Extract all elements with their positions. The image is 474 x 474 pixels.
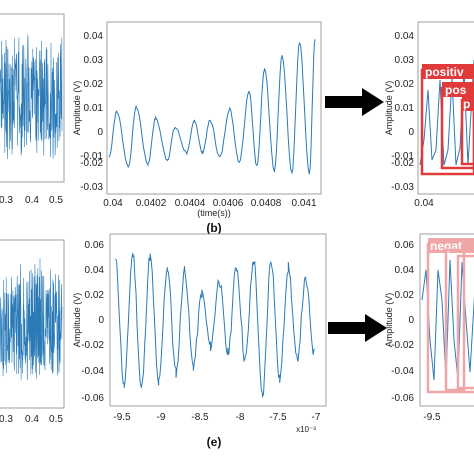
panel-e-xtick-3: -8.5 xyxy=(191,412,209,423)
arrow-bottom-shaft xyxy=(328,322,366,334)
noise-a-line xyxy=(0,34,63,160)
arrow-top-head xyxy=(362,88,384,116)
panel-e-ytick-7: -0.06 xyxy=(81,393,104,404)
panel-b-xlabel: (time(s)) xyxy=(197,208,231,218)
arrow-bottom-head xyxy=(365,314,387,342)
panel-e: 0.06 0.04 0.02 0 -0.02 -0.04 -0.06 -9.5 … xyxy=(72,233,327,449)
arrow-bottom xyxy=(328,314,387,342)
panel-b-xtick-3: 0.0404 xyxy=(175,198,206,209)
noise-d-line xyxy=(0,258,63,381)
panel-c-ylabel: Amplitude (V) xyxy=(384,81,394,136)
panel-e-xtick-2: -9 xyxy=(157,412,166,423)
panel-b-ytick-5: 0 xyxy=(97,127,103,138)
panel-b-frame xyxy=(106,21,322,195)
panel-e-letter: (e) xyxy=(207,435,222,449)
panel-e-ytick-3: 0.02 xyxy=(85,290,105,301)
panel-b-letter: (b) xyxy=(206,221,221,235)
panel-e-xtick-4: -8 xyxy=(236,412,245,423)
panel-d-xtick-2: 0.4 xyxy=(25,414,39,425)
panel-f-ytick-7: -0.06 xyxy=(391,393,414,404)
panel-f-ytick-4: 0 xyxy=(408,315,414,326)
panel-d: 0.3 0.4 0.5 xyxy=(0,239,65,425)
panel-c-ytick-3: 0.02 xyxy=(395,79,415,90)
panel-f-ytick-3: 0.02 xyxy=(395,290,415,301)
panel-b-xtick-5: 0.0408 xyxy=(251,198,282,209)
panel-a-signal xyxy=(0,34,63,160)
detection-box-negative-2 xyxy=(444,248,466,392)
panel-a-xtick-1: 0.3 xyxy=(0,195,13,206)
panel-b: 0.04 0.03 0.02 0.01 0 -0.01 -0.02 -0.03 … xyxy=(72,21,322,235)
panel-c-ytick-7: -0.02 xyxy=(391,158,414,169)
wave-e-line xyxy=(115,252,315,399)
panel-c-ytick-5: 0 xyxy=(408,127,414,138)
panel-c-xtick-1: 0.04 xyxy=(414,198,434,209)
panel-f-ytick-5: -0.02 xyxy=(391,340,414,351)
panel-f: 0.06 0.04 0.02 0 -0.02 -0.04 -0.06 -9.5 … xyxy=(384,233,474,423)
detection-label-positive-2-bg xyxy=(442,82,474,97)
panel-b-ytick-7: -0.02 xyxy=(80,158,103,169)
panel-b-xtick-6: 0.041 xyxy=(291,198,316,209)
panel-e-ytick-6: -0.04 xyxy=(81,366,104,377)
panel-e-multiplier: x10⁻³ xyxy=(296,425,316,434)
panel-e-ytick-5: -0.02 xyxy=(81,340,104,351)
panel-a-xtick-2: 0.4 xyxy=(25,195,39,206)
panel-b-ytick-2: 0.03 xyxy=(84,55,104,66)
panel-b-ytick-3: 0.02 xyxy=(84,79,104,90)
detection-label-positive-2: pos xyxy=(445,83,467,97)
panel-e-ytick-2: 0.04 xyxy=(85,265,105,276)
panel-b-xtick-2: 0.0402 xyxy=(136,198,167,209)
arrow-top-shaft xyxy=(325,96,363,108)
arrow-top xyxy=(325,88,384,116)
panel-f-ytick-6: -0.04 xyxy=(391,366,414,377)
panel-f-ytick-2: 0.04 xyxy=(395,265,415,276)
panel-c: 0.04 0.03 0.02 0.01 0 -0.01 -0.02 -0.03 … xyxy=(384,21,474,209)
panel-c-ytick-6: -0.01 xyxy=(391,151,414,162)
detection-label-positive-3: p xyxy=(463,97,470,111)
panel-b-xtick-4: 0.0406 xyxy=(213,198,244,209)
panel-b-ytick-8: -0.03 xyxy=(80,182,103,193)
panel-b-xticks: 0.04 0.0402 0.0404 0.0406 0.0408 0.041 xyxy=(103,198,317,209)
panel-e-ytick-1: 0.06 xyxy=(85,240,105,251)
panel-e-signal xyxy=(115,252,315,399)
panel-b-ytick-4: 0.01 xyxy=(84,103,104,114)
panel-b-yticks: 0.04 0.03 0.02 0.01 0 -0.01 -0.02 -0.03 xyxy=(80,31,103,193)
panel-b-xtick-1: 0.04 xyxy=(103,198,123,209)
panel-f-signal xyxy=(421,259,474,381)
panel-f-xtick-1: -9.5 xyxy=(423,412,441,423)
panel-c-ytick-1: 0.04 xyxy=(395,31,415,42)
detection-label-positive-1-bg xyxy=(422,64,474,79)
detection-label-positive-3-bg xyxy=(462,96,474,111)
panel-d-xtick-3: 0.5 xyxy=(49,414,63,425)
panel-e-xtick-1: -9.5 xyxy=(113,412,131,423)
panel-e-xtick-6: -7 xyxy=(312,412,321,423)
panel-f-ytick-1: 0.06 xyxy=(395,240,415,251)
panel-d-xtick-1: 0.3 xyxy=(0,414,13,425)
panel-c-ytick-8: -0.03 xyxy=(391,182,414,193)
panel-a-xtick-3: 0.5 xyxy=(49,195,63,206)
detection-box-negative-3 xyxy=(456,254,474,390)
panel-c-ytick-4: 0.01 xyxy=(395,103,415,114)
detection-label-positive-1: positiv xyxy=(425,65,464,79)
wave-b-line xyxy=(108,39,316,175)
panel-b-ytick-6: -0.01 xyxy=(80,151,103,162)
panel-b-ytick-1: 0.04 xyxy=(84,31,104,42)
panel-e-ytick-4: 0 xyxy=(98,315,104,326)
panel-e-xtick-5: -7.5 xyxy=(269,412,287,423)
panel-e-ylabel: Amplitude (V) xyxy=(72,293,82,348)
panel-b-signal xyxy=(108,39,316,175)
panel-c-ytick-2: 0.03 xyxy=(395,55,415,66)
panel-d-signal xyxy=(0,258,63,381)
panel-b-ylabel: Amplitude (V) xyxy=(72,81,82,136)
panel-a: 0.3 0.4 0.5 xyxy=(0,13,65,206)
panel-f-ylabel: Amplitude (V) xyxy=(384,293,394,348)
